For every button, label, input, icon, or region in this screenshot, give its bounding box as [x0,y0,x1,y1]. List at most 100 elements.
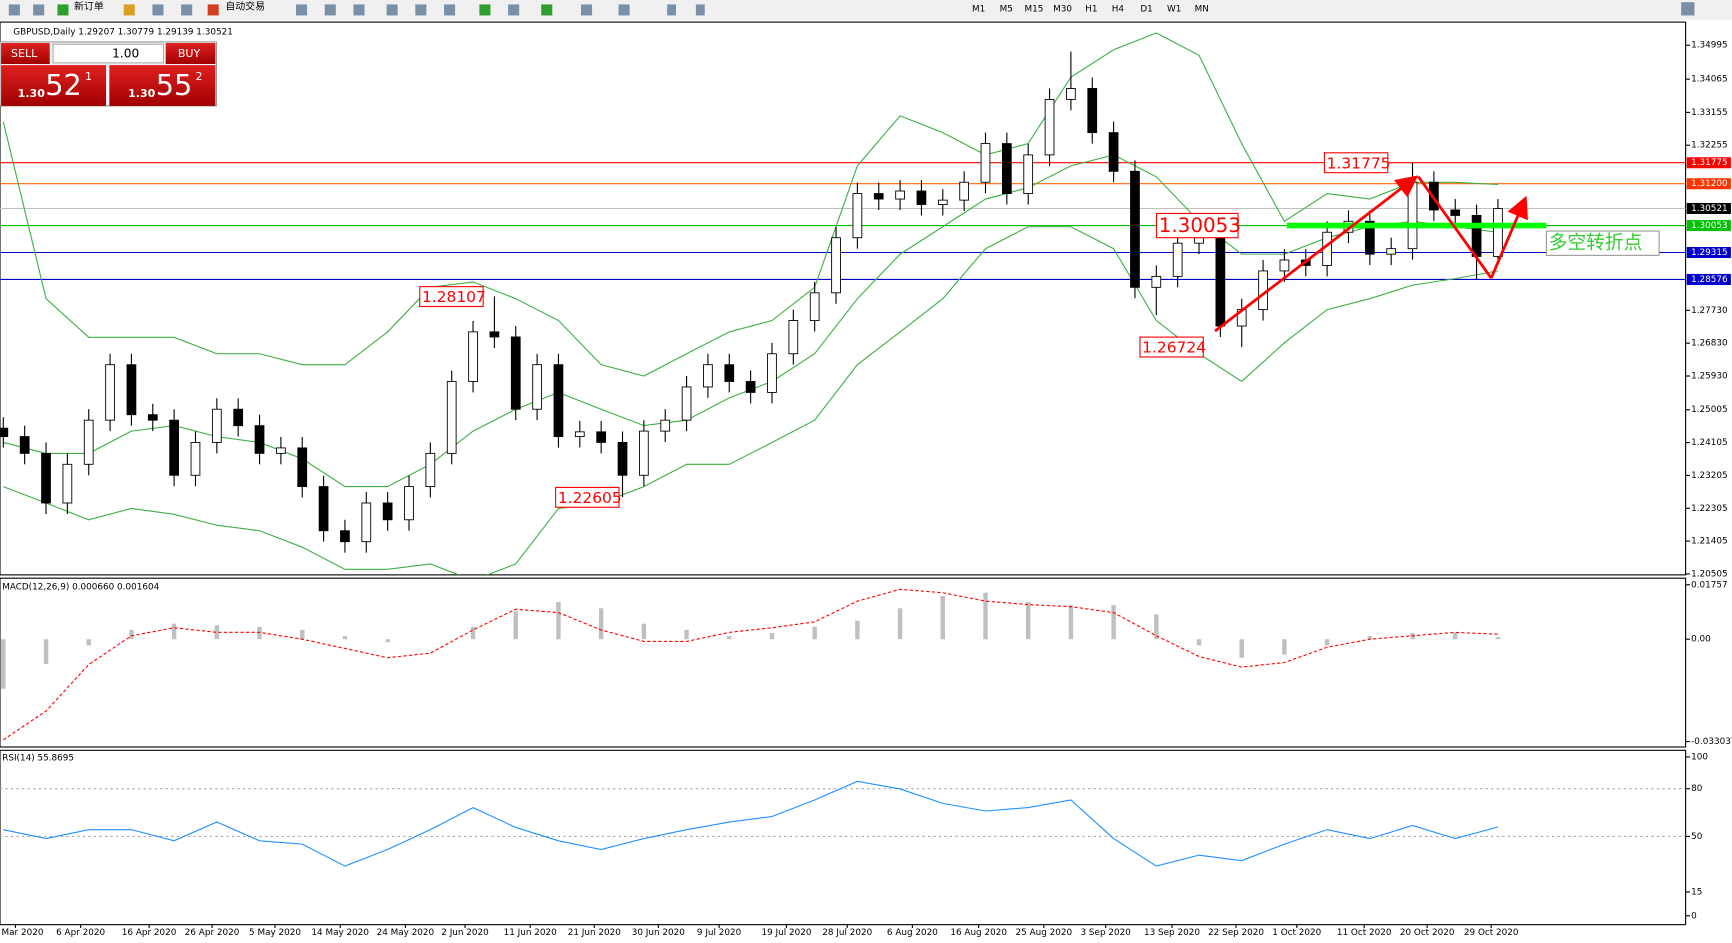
y-tick-label: 1.25005 [1691,405,1728,415]
price-annotation: 1.26724 [1142,339,1206,357]
macd-bar [812,626,817,640]
candle-body [1450,209,1461,216]
candle-body [211,408,222,443]
candle-body [574,431,585,438]
x-tick-label: 3 Sep 2020 [1081,928,1132,938]
macd-bar [641,623,647,640]
candle-body [937,199,948,205]
candle-body [873,193,884,200]
candle-body [532,364,542,410]
x-tick-label: 9 Jul 2020 [697,928,742,938]
icon[interactable] [444,4,456,16]
macd-bar [342,636,348,640]
level-tag [1686,220,1731,232]
candle-body [1151,275,1162,288]
x-tick-label: 29 Oct 2020 [1464,928,1519,938]
icon[interactable] [324,4,336,16]
layer [1,588,1501,741]
sell-price[interactable] [1,65,107,106]
icon[interactable] [152,4,164,16]
price-annotation-box [1139,336,1204,358]
candle-body [361,502,372,543]
macd-bar [171,623,177,640]
candle-body [745,381,756,393]
candle-body [83,419,94,465]
price-fraction: 2 [196,70,203,83]
rsi-line [3,780,1499,867]
y-tick-label: 1.21405 [1691,537,1728,547]
candle-body [510,336,521,410]
icon[interactable] [667,4,677,16]
timeframe-button[interactable]: M5 [1000,4,1013,14]
candle-body [297,447,308,488]
icon[interactable] [353,4,365,16]
icon[interactable] [33,4,45,16]
x-tick-label: 27 Mar 2020 [0,928,44,938]
chart-title: GBPUSD,Daily 1.29207 1.30779 1.29139 1.3… [13,28,233,38]
icon[interactable] [479,4,491,16]
macd-bar [1068,605,1074,640]
level-tag [1686,273,1731,285]
level-label: 1.30521 [1691,204,1728,214]
icon[interactable] [123,4,135,16]
level-tag [1686,157,1731,169]
timeframe-button[interactable]: M15 [1024,4,1043,14]
macd-pane [0,577,1687,748]
buy-label[interactable]: BUY [178,47,201,60]
timeframe-button[interactable]: W1 [1167,4,1181,14]
sell-button[interactable] [1,43,50,64]
turning-box [1545,230,1660,256]
timeframe-button[interactable]: H1 [1085,4,1097,14]
icon[interactable] [296,4,308,16]
candle-body [767,353,777,393]
sell-label[interactable]: SELL [11,47,38,60]
toolbar-button[interactable]: 新订单 [74,0,104,13]
x-tick-label: 11 Oct 2020 [1337,928,1392,938]
candle-body [169,419,179,476]
timeframe-button[interactable]: M1 [972,4,985,14]
icon[interactable] [386,4,398,16]
macd-bar [300,629,305,640]
timeframe-button[interactable]: M30 [1053,4,1072,14]
candle-body [62,463,73,504]
macd-bar [129,629,134,640]
icon[interactable] [1681,2,1695,16]
indicator-title: MACD(12,26,9) 0.000660 0.001604 [2,583,159,593]
timeframe-button[interactable]: D1 [1140,4,1152,14]
toolbar-button[interactable]: 自动交易 [225,0,265,13]
candle-body [1364,220,1375,255]
price-annotation-box [1155,212,1239,239]
timeframe-button[interactable]: H4 [1112,4,1125,14]
icon[interactable] [508,4,520,16]
icon[interactable] [415,4,427,16]
timeframe-button[interactable]: MN [1195,4,1209,14]
volume-input[interactable] [52,43,165,64]
buy-button[interactable] [165,43,216,64]
icon[interactable] [695,4,705,16]
y-tick-label: 100 [1691,752,1708,762]
macd-bar [513,611,518,640]
icon[interactable] [207,4,219,16]
icon[interactable] [541,4,553,16]
candle-body [1108,132,1119,172]
candle-body [639,430,649,476]
macd-bar [769,633,775,640]
x-tick-label: 24 May 2020 [377,928,435,938]
icon[interactable] [581,4,593,16]
volume[interactable]: 1.00 [112,47,139,61]
macd-bar [556,602,561,640]
icon[interactable] [8,4,20,16]
arrow [1417,175,1493,279]
x-tick-label: 6 Aug 2020 [887,928,938,938]
price-pips: 55 [156,68,193,102]
candle-body [1130,170,1140,288]
candle-body [489,331,500,338]
level-label: 1.30053 [1691,221,1728,231]
macd-bar [983,592,988,640]
buy-price[interactable] [109,65,216,106]
icon[interactable] [57,4,69,16]
icon[interactable] [618,4,630,16]
candle-body [468,331,478,382]
candle-body [831,237,841,294]
icon[interactable] [181,4,193,16]
